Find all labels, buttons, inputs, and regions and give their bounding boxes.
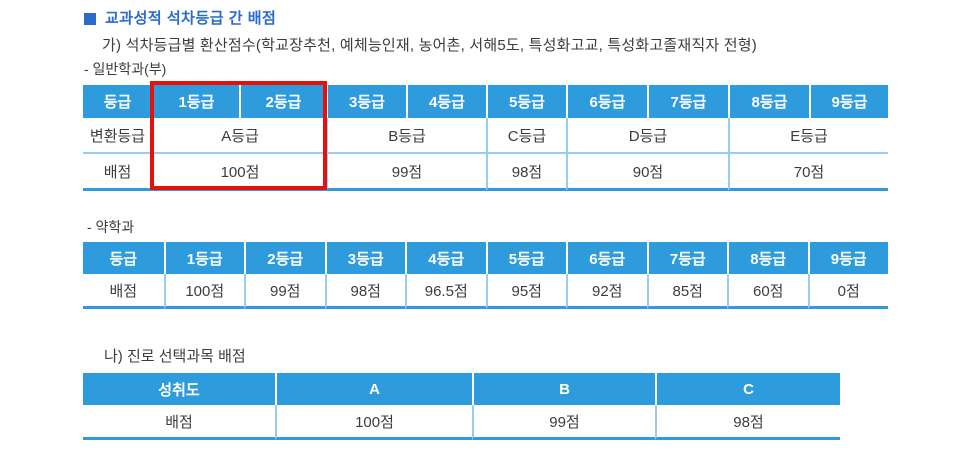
header-cell: 7등급	[647, 85, 728, 118]
data-cell: 100점	[163, 274, 244, 309]
header-cell: 9등급	[807, 242, 888, 274]
section-title-text: 교과성적 석차등급 간 배점	[105, 10, 277, 27]
header-cell: 성취도	[83, 373, 275, 405]
section-bullet-icon	[84, 13, 96, 25]
data-cell: 95점	[485, 274, 566, 309]
row-label: 배점	[83, 274, 164, 309]
header-cell: 4등급	[405, 242, 486, 274]
header-cell: 8등급	[727, 242, 808, 274]
header-cell: 6등급	[566, 242, 647, 274]
header-cell: B	[472, 373, 655, 405]
data-cell: 85점	[646, 274, 727, 309]
data-cell: 100점	[152, 152, 326, 191]
career-table-header-row: 성취도 A B C	[83, 373, 840, 405]
general-dept-table: 등급 1등급 2등급 3등급 4등급 5등급 6등급 7등급 8등급 9등급 변…	[83, 85, 888, 191]
data-cell: 100점	[275, 405, 472, 440]
data-cell: 90점	[566, 152, 728, 191]
header-cell: 3등급	[324, 242, 405, 274]
data-cell: 99점	[472, 405, 655, 440]
data-cell: 98점	[324, 274, 405, 309]
header-cell: 등급	[83, 242, 164, 274]
header-cell: A	[275, 373, 472, 405]
section-title: 교과성적 석차등급 간 배점	[84, 9, 276, 29]
header-cell: 2등급	[239, 85, 326, 118]
row-label: 배점	[83, 405, 275, 440]
header-cell: 4등급	[406, 85, 486, 118]
data-cell: 0점	[807, 274, 888, 309]
converted-grade-row: 변환등급 A등급 B등급 C등급 D등급 E등급	[83, 118, 888, 152]
data-cell: D등급	[566, 118, 728, 152]
header-cell: 2등급	[244, 242, 325, 274]
header-cell: 3등급	[326, 85, 406, 118]
score-row: 배점 100점 99점 98점 90점 70점	[83, 152, 888, 191]
general-table-header-row: 등급 1등급 2등급 3등급 4등급 5등급 6등급 7등급 8등급 9등급	[83, 85, 888, 118]
data-cell: 99점	[326, 152, 486, 191]
data-cell: 96.5점	[405, 274, 486, 309]
data-cell: 70점	[728, 152, 888, 191]
header-cell: 9등급	[809, 85, 888, 118]
data-cell: 99점	[244, 274, 325, 309]
sub-label-general-dept: - 일반학과(부)	[84, 61, 167, 77]
score-row: 배점 100점 99점 98점 96.5점 95점 92점 85점 60점 0점	[83, 274, 888, 309]
pharmacy-table: 등급 1등급 2등급 3등급 4등급 5등급 6등급 7등급 8등급 9등급 배…	[83, 242, 888, 309]
data-cell: C등급	[486, 118, 566, 152]
header-cell: 8등급	[728, 85, 809, 118]
score-row: 배점 100점 99점 98점	[83, 405, 840, 440]
header-cell: 5등급	[486, 85, 566, 118]
data-cell: 98점	[486, 152, 566, 191]
data-cell: B등급	[326, 118, 486, 152]
header-cell: 등급	[83, 85, 152, 118]
header-cell: 7등급	[646, 242, 727, 274]
career-electives-table: 성취도 A B C 배점 100점 99점 98점	[83, 373, 840, 440]
header-cell: 1등급	[152, 85, 239, 118]
data-cell: A등급	[152, 118, 326, 152]
item-a-heading: 가) 석차등급별 환산점수(학교장추천, 예체능인재, 농어촌, 서해5도, 특…	[102, 37, 757, 54]
header-cell: 6등급	[566, 85, 647, 118]
data-cell: E등급	[728, 118, 888, 152]
header-cell: 1등급	[163, 242, 244, 274]
row-label: 변환등급	[83, 118, 152, 152]
row-label: 배점	[83, 152, 152, 191]
header-cell: 5등급	[485, 242, 566, 274]
sub-label-pharmacy: - 약학과	[87, 219, 135, 235]
header-cell: C	[655, 373, 840, 405]
data-cell: 60점	[727, 274, 808, 309]
item-b-heading: 나) 진로 선택과목 배점	[104, 348, 246, 365]
pharmacy-table-header-row: 등급 1등급 2등급 3등급 4등급 5등급 6등급 7등급 8등급 9등급	[83, 242, 888, 274]
data-cell: 98점	[655, 405, 840, 440]
data-cell: 92점	[566, 274, 647, 309]
